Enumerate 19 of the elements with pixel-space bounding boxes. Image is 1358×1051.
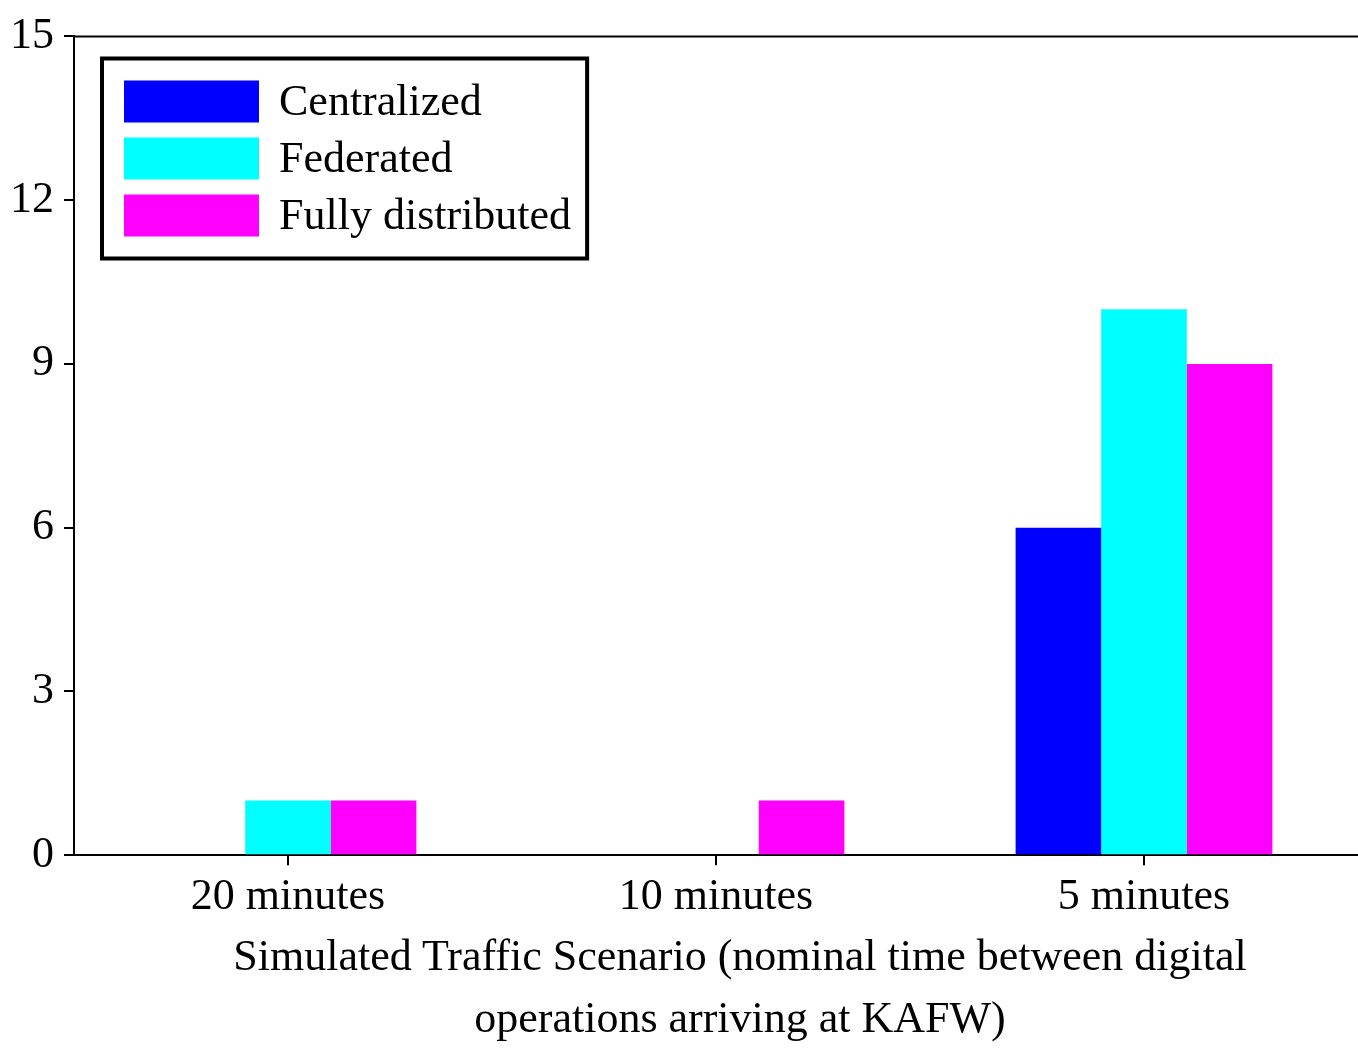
legend-label: Fully distributed	[279, 189, 572, 239]
bar	[758, 800, 845, 855]
y-tick-label: 6	[32, 500, 54, 550]
x-tick-label: 20 minutes	[190, 870, 386, 920]
y-tick-label: 9	[32, 336, 54, 386]
y-tick-label: 0	[32, 827, 54, 877]
y-tick-label: 12	[10, 172, 54, 222]
bar	[1101, 309, 1187, 855]
bar	[330, 800, 417, 855]
bar	[1186, 363, 1273, 855]
x-tick-label: 10 minutes	[618, 870, 814, 920]
legend-label: Federated	[279, 132, 453, 182]
x-tick-label: 5 minutes	[1057, 870, 1231, 920]
bar	[245, 800, 331, 855]
y-tick-label: 15	[10, 8, 54, 58]
y-tick-label: 3	[32, 664, 54, 713]
x-axis-title: Simulated Traffic Scenario (nominal time between digital operations arriving at KAFW)	[232, 930, 1248, 1044]
bar	[1015, 527, 1102, 855]
legend-label: Centralized	[279, 75, 482, 125]
